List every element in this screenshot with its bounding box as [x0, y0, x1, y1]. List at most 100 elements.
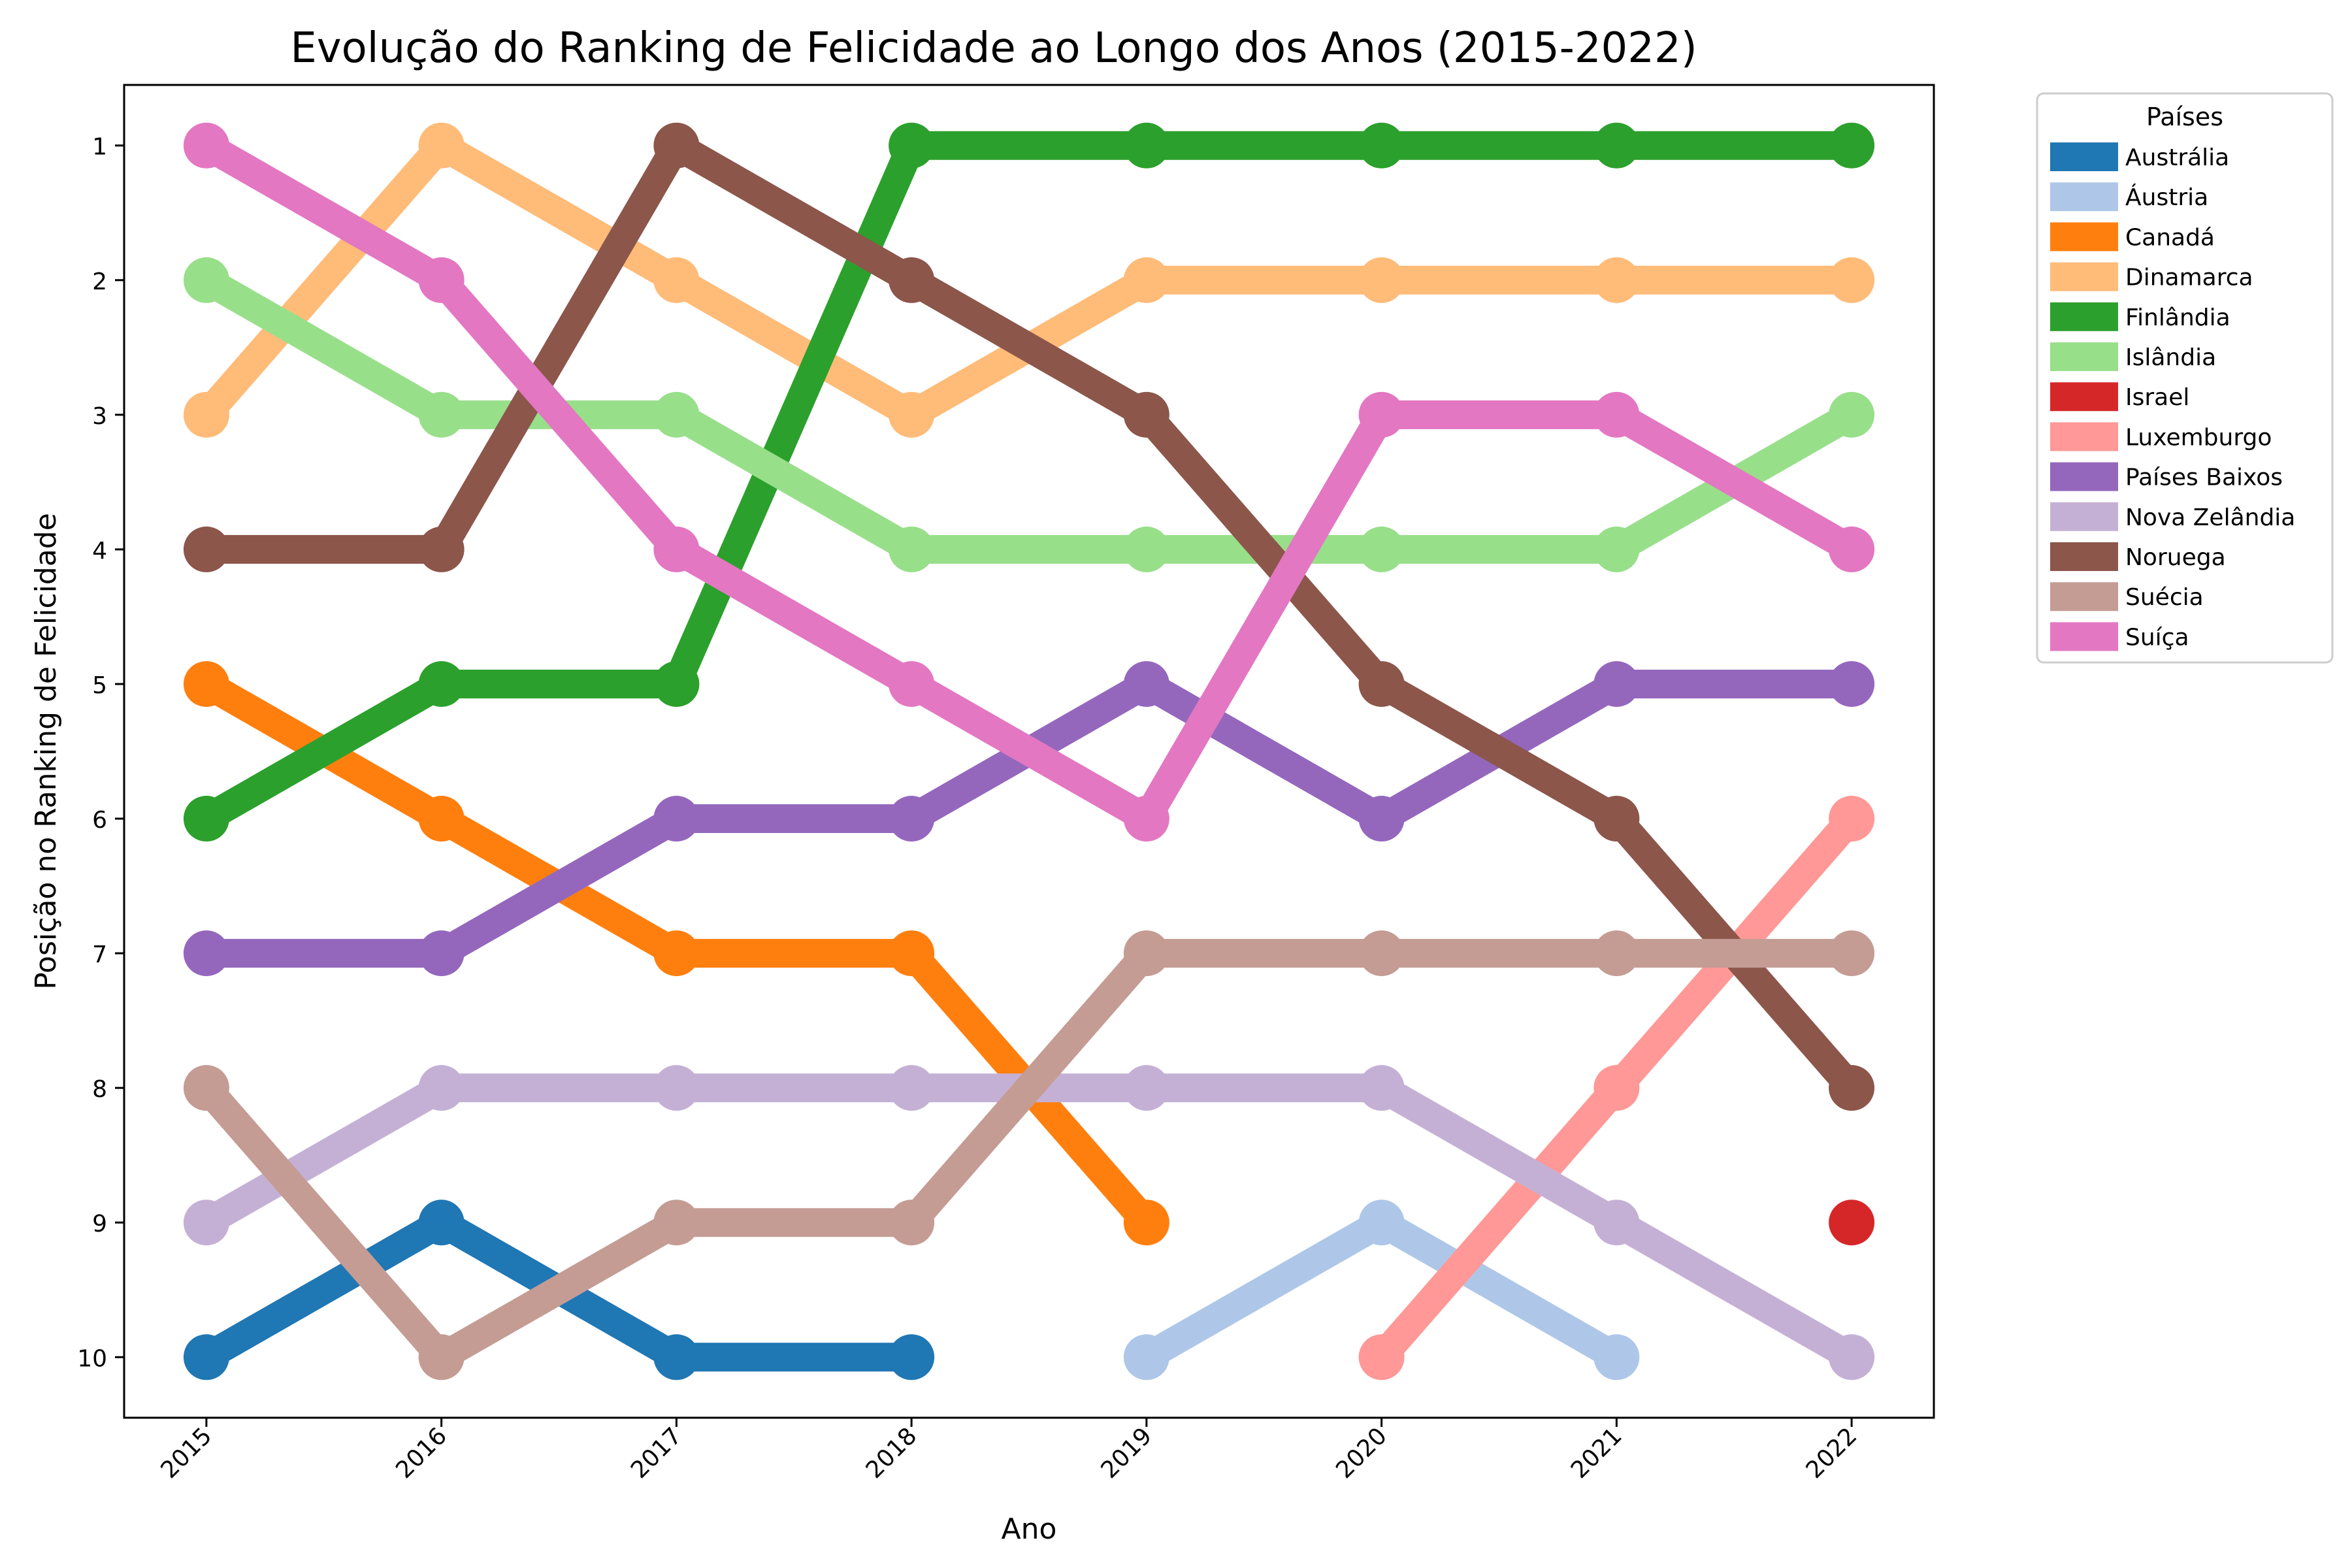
data-point [889, 930, 935, 977]
data-point [1358, 930, 1405, 977]
legend-swatch [2050, 502, 2118, 531]
y-tick-label: 7 [92, 941, 107, 968]
data-point [653, 526, 700, 572]
legend-item: Finlândia [2050, 302, 2230, 331]
series-line [206, 131, 1863, 1098]
data-point [1593, 1200, 1640, 1246]
series-7 [1358, 796, 1875, 1380]
data-point [183, 930, 229, 977]
data-point [1829, 257, 1875, 303]
data-point [1123, 391, 1169, 438]
data-point [1358, 661, 1405, 707]
legend-item: Suíça [2050, 622, 2189, 651]
data-point [1829, 661, 1875, 707]
data-point [418, 796, 465, 842]
legend-swatch [2050, 342, 2118, 371]
data-point [889, 661, 935, 707]
legend-label: Áustria [2125, 184, 2208, 211]
data-point [1829, 122, 1875, 169]
data-point [1358, 1200, 1405, 1246]
data-point [1123, 526, 1169, 572]
series-5 [183, 257, 1875, 572]
data-point [889, 526, 935, 572]
legend-item: Nova Zelândia [2050, 502, 2295, 531]
legend-item: Dinamarca [2050, 262, 2253, 291]
data-point [183, 1065, 229, 1111]
series-10 [183, 122, 1875, 1111]
series-line [199, 131, 1852, 832]
legend-swatch [2050, 182, 2118, 212]
legend-item: Luxemburgo [2050, 422, 2272, 451]
data-point [1123, 661, 1169, 707]
data-point [1123, 1334, 1169, 1380]
legend-item: Países Baixos [2050, 462, 2283, 491]
legend-label: Islândia [2125, 344, 2216, 371]
data-point [1829, 1200, 1875, 1246]
data-point [1358, 391, 1405, 438]
data-point [418, 391, 465, 438]
data-point [889, 1334, 935, 1380]
data-point [183, 122, 229, 169]
legend-swatch [2050, 222, 2118, 252]
data-point [1593, 526, 1640, 572]
series-11 [183, 930, 1875, 1380]
legend-item: Austrália [2050, 142, 2229, 171]
y-tick-label: 4 [92, 538, 107, 564]
data-point [418, 122, 465, 169]
data-point [1593, 122, 1640, 169]
data-point [653, 1065, 700, 1111]
y-tick-label: 9 [92, 1211, 107, 1237]
y-axis-label: Posição no Ranking de Felicidade [29, 513, 63, 990]
data-point [653, 1334, 700, 1380]
legend-label: Noruega [2125, 544, 2226, 571]
data-point [1593, 661, 1640, 707]
y-tick-label: 5 [92, 672, 107, 699]
series-2 [183, 661, 1169, 1246]
series-1 [1123, 1200, 1640, 1380]
data-point [1123, 122, 1169, 169]
legend-label: Dinamarca [2125, 265, 2253, 291]
data-point [1358, 796, 1405, 842]
data-point [653, 122, 700, 169]
legend-frame [2036, 92, 2334, 664]
series-12 [183, 122, 1875, 842]
data-point [418, 661, 465, 707]
legend-items: Austrália Áustria Canadá Dinamarca Finlândia… [2050, 142, 2295, 651]
data-point [1593, 257, 1640, 303]
y-tick-label: 2 [92, 269, 107, 295]
data-point [1593, 1065, 1640, 1111]
legend-swatch [2050, 302, 2118, 331]
y-tick-label: 10 [77, 1345, 107, 1372]
legend-item: Israel [2050, 382, 2189, 412]
data-point [889, 796, 935, 842]
chart-title: Evolução do Ranking de Felicidade ao Lon… [290, 24, 1697, 73]
data-point [1358, 1065, 1405, 1111]
y-tick-label: 3 [92, 403, 107, 430]
data-point [183, 661, 229, 707]
legend-swatch [2050, 622, 2118, 651]
legend-item: Canadá [2050, 222, 2215, 252]
legend-label: Suíça [2125, 624, 2189, 651]
data-point [1123, 796, 1169, 842]
legend-item: Noruega [2050, 542, 2226, 571]
data-point [1358, 1334, 1405, 1380]
x-axis-label: Ano [1002, 1512, 1057, 1546]
data-point [183, 796, 229, 842]
data-point [1123, 257, 1169, 303]
data-point [653, 391, 700, 438]
legend-item: Islândia [2050, 342, 2216, 371]
legend-swatch [2050, 262, 2118, 291]
series-layer [183, 122, 1875, 1380]
data-point [418, 526, 465, 572]
legend-label: Países Baixos [2125, 465, 2283, 491]
y-tick-label: 6 [92, 807, 107, 834]
data-point [418, 1200, 465, 1246]
data-point [183, 391, 229, 438]
data-point [653, 1200, 700, 1246]
data-point [418, 1065, 465, 1111]
data-point [1829, 1334, 1875, 1380]
legend-item: Áustria [2050, 182, 2208, 212]
data-point [653, 796, 700, 842]
data-point [1593, 1334, 1640, 1380]
